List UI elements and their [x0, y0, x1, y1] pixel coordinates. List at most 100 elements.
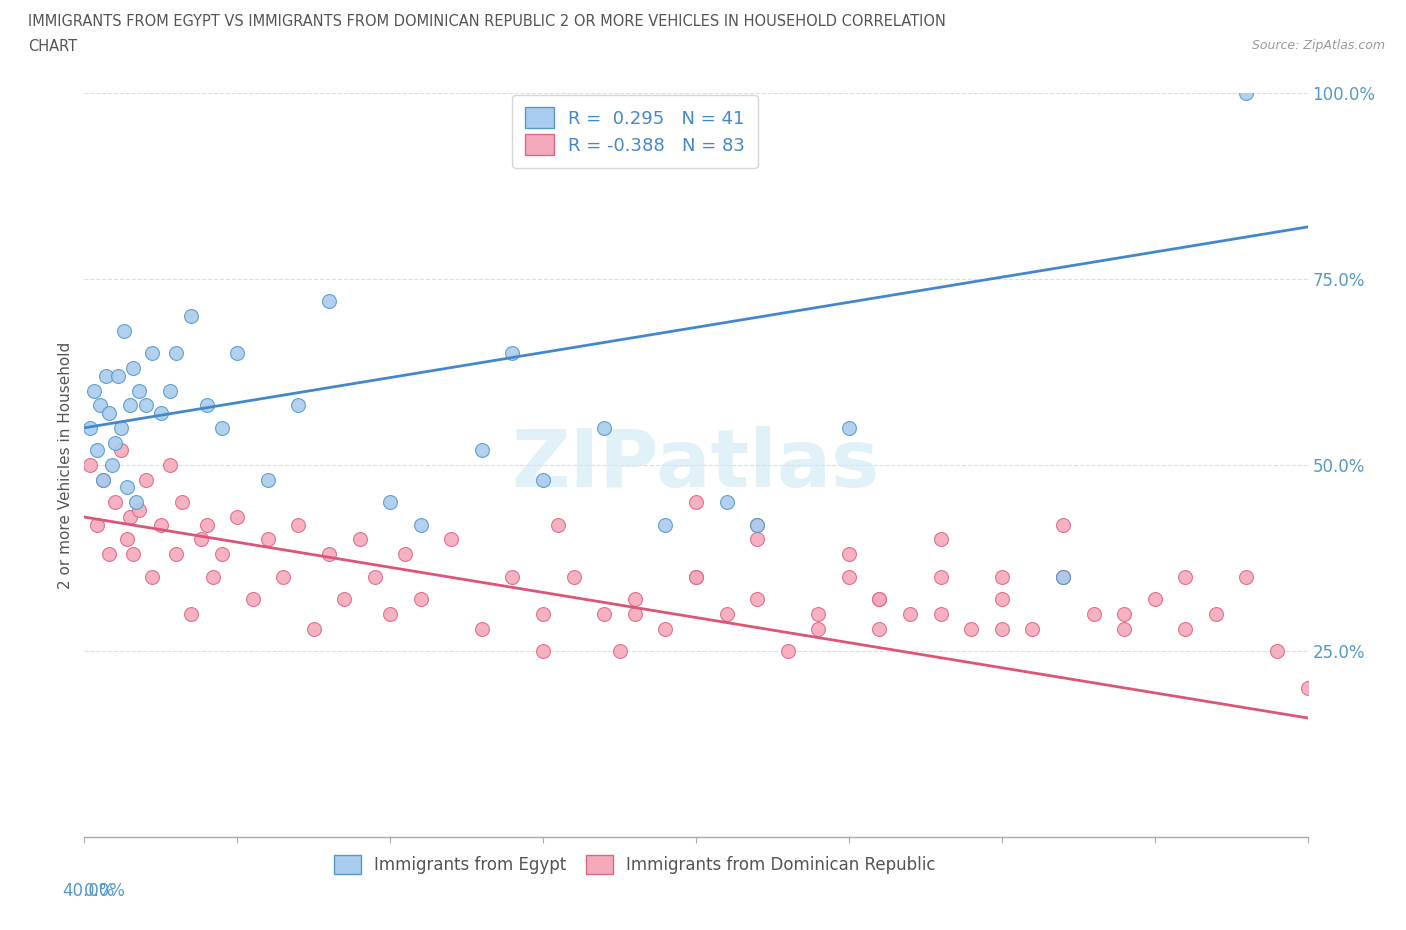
- Point: [531, 606, 554, 621]
- Point: [83, 383, 105, 398]
- Point: [190, 532, 212, 547]
- Point: [180, 309, 202, 324]
- Point: [91, 472, 114, 487]
- Point: [380, 495, 402, 510]
- Point: [380, 606, 402, 621]
- Point: [394, 547, 416, 562]
- Point: [1052, 569, 1074, 584]
- Point: [1083, 606, 1105, 621]
- Point: [195, 517, 218, 532]
- Point: [211, 420, 233, 435]
- Text: 0.0%: 0.0%: [84, 882, 127, 899]
- Point: [929, 532, 952, 547]
- Point: [128, 383, 150, 398]
- Point: [685, 495, 707, 510]
- Point: [547, 517, 569, 532]
- Point: [869, 621, 891, 636]
- Point: [125, 495, 148, 510]
- Point: [869, 591, 891, 606]
- Point: [685, 569, 707, 584]
- Point: [838, 547, 860, 562]
- Point: [257, 532, 280, 547]
- Point: [747, 591, 769, 606]
- Point: [110, 443, 132, 458]
- Point: [531, 644, 554, 658]
- Point: [115, 532, 138, 547]
- Point: [211, 547, 233, 562]
- Point: [929, 569, 952, 584]
- Point: [149, 405, 172, 420]
- Point: [318, 294, 340, 309]
- Point: [807, 606, 830, 621]
- Point: [869, 591, 891, 606]
- Point: [180, 606, 202, 621]
- Point: [1236, 86, 1258, 100]
- Point: [120, 398, 142, 413]
- Point: [135, 472, 157, 487]
- Point: [107, 368, 129, 383]
- Point: [1143, 591, 1166, 606]
- Point: [195, 398, 218, 413]
- Point: [86, 443, 108, 458]
- Point: [654, 621, 676, 636]
- Point: [624, 606, 647, 621]
- Point: [929, 606, 952, 621]
- Point: [172, 495, 194, 510]
- Point: [97, 547, 120, 562]
- Point: [120, 510, 142, 525]
- Point: [747, 517, 769, 532]
- Point: [562, 569, 585, 584]
- Point: [747, 517, 769, 532]
- Point: [1296, 681, 1319, 696]
- Point: [128, 502, 150, 517]
- Point: [141, 569, 163, 584]
- Point: [502, 346, 524, 361]
- Point: [110, 420, 132, 435]
- Point: [112, 324, 135, 339]
- Point: [991, 591, 1014, 606]
- Point: [409, 517, 432, 532]
- Point: [122, 547, 145, 562]
- Point: [654, 517, 676, 532]
- Point: [159, 458, 181, 472]
- Point: [165, 547, 187, 562]
- Point: [838, 569, 860, 584]
- Legend: Immigrants from Egypt, Immigrants from Dominican Republic: Immigrants from Egypt, Immigrants from D…: [328, 848, 942, 881]
- Point: [1021, 621, 1043, 636]
- Point: [440, 532, 463, 547]
- Point: [609, 644, 631, 658]
- Point: [364, 569, 387, 584]
- Point: [1052, 569, 1074, 584]
- Point: [287, 517, 309, 532]
- Point: [1236, 569, 1258, 584]
- Point: [122, 361, 145, 376]
- Point: [471, 621, 494, 636]
- Point: [257, 472, 280, 487]
- Point: [531, 472, 554, 487]
- Point: [149, 517, 172, 532]
- Point: [86, 517, 108, 532]
- Point: [226, 510, 249, 525]
- Point: [135, 398, 157, 413]
- Point: [471, 443, 494, 458]
- Point: [79, 420, 101, 435]
- Point: [94, 368, 117, 383]
- Point: [1052, 517, 1074, 532]
- Point: [409, 591, 432, 606]
- Point: [1205, 606, 1227, 621]
- Point: [898, 606, 921, 621]
- Point: [201, 569, 224, 584]
- Text: Source: ZipAtlas.com: Source: ZipAtlas.com: [1251, 39, 1385, 52]
- Point: [79, 458, 101, 472]
- Point: [991, 621, 1014, 636]
- Y-axis label: 2 or more Vehicles in Household: 2 or more Vehicles in Household: [58, 341, 73, 589]
- Text: ZIPatlas: ZIPatlas: [512, 426, 880, 504]
- Point: [1174, 621, 1197, 636]
- Point: [747, 532, 769, 547]
- Point: [716, 495, 738, 510]
- Point: [333, 591, 356, 606]
- Point: [776, 644, 799, 658]
- Point: [1114, 621, 1136, 636]
- Point: [502, 569, 524, 584]
- Point: [318, 547, 340, 562]
